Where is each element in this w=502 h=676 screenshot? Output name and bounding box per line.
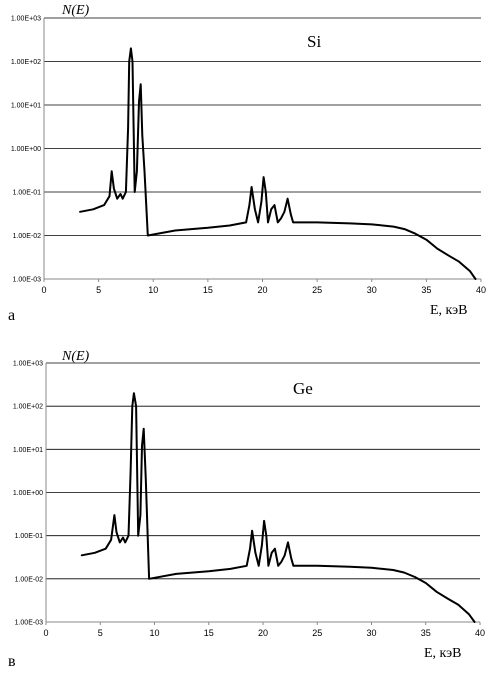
chart-title: Ge [293,379,313,398]
x-tick-label: 25 [312,285,322,295]
y-axis-label: N(E) [61,3,90,18]
spectrum-line [79,47,477,280]
spectrum-line [80,392,476,623]
x-tick-label: 10 [148,285,158,295]
x-tick-label: 35 [421,628,431,638]
y-tick-label: 1.00E-01 [15,533,44,540]
x-tick-label: 35 [421,285,431,295]
y-tick-label: 1.00E+03 [11,16,41,23]
x-tick-label: 15 [203,285,213,295]
y-tick-label: 1.00E+00 [13,490,43,497]
y-tick-label: 1.00E+02 [13,404,43,411]
x-tick-label: 40 [475,628,485,638]
x-tick-label: 10 [149,628,159,638]
x-tick-label: 15 [204,628,214,638]
panel-letter: в [8,653,16,670]
x-tick-label: 30 [366,628,376,638]
x-tick-label: 40 [476,285,486,295]
chart-panel-ge: N(E) Ge в E, кэВ 1.00E+03 1.00E+02 1.00E+0… [8,349,485,670]
x-tick-label: 20 [258,628,268,638]
y-tick-label: 1.00E+01 [13,447,43,454]
x-axis-label: E, кэВ [430,303,468,318]
x-axis-label: E, кэВ [424,646,462,661]
y-axis-label: N(E) [61,349,90,364]
y-tick-label: 1.00E+02 [11,59,41,66]
chart-panel-si: N(E) Si а E, кэВ 1.00E+03 1.00E+02 1.00E+0… [8,3,486,324]
x-tick-label: 5 [96,285,101,295]
x-tick-label: 20 [257,285,267,295]
y-tick-label: 1.00E+03 [13,361,43,368]
x-tick-label: 30 [367,285,377,295]
y-tick-label: 1.00E-02 [13,233,42,240]
y-tick-label: 1.00E-03 [13,277,42,284]
y-tick-label: 1.00E-02 [15,576,44,583]
y-tick-label: 1.00E-01 [13,190,42,197]
y-tick-label: 1.00E+00 [11,146,41,153]
x-tick-label: 0 [41,285,46,295]
x-tick-label: 25 [312,628,322,638]
x-tick-label: 0 [43,628,48,638]
y-tick-label: 1.00E-03 [15,620,44,627]
x-tick-label: 5 [98,628,103,638]
y-tick-label: 1.00E+01 [11,103,41,110]
chart-title: Si [307,32,321,51]
panel-letter: а [8,307,15,324]
